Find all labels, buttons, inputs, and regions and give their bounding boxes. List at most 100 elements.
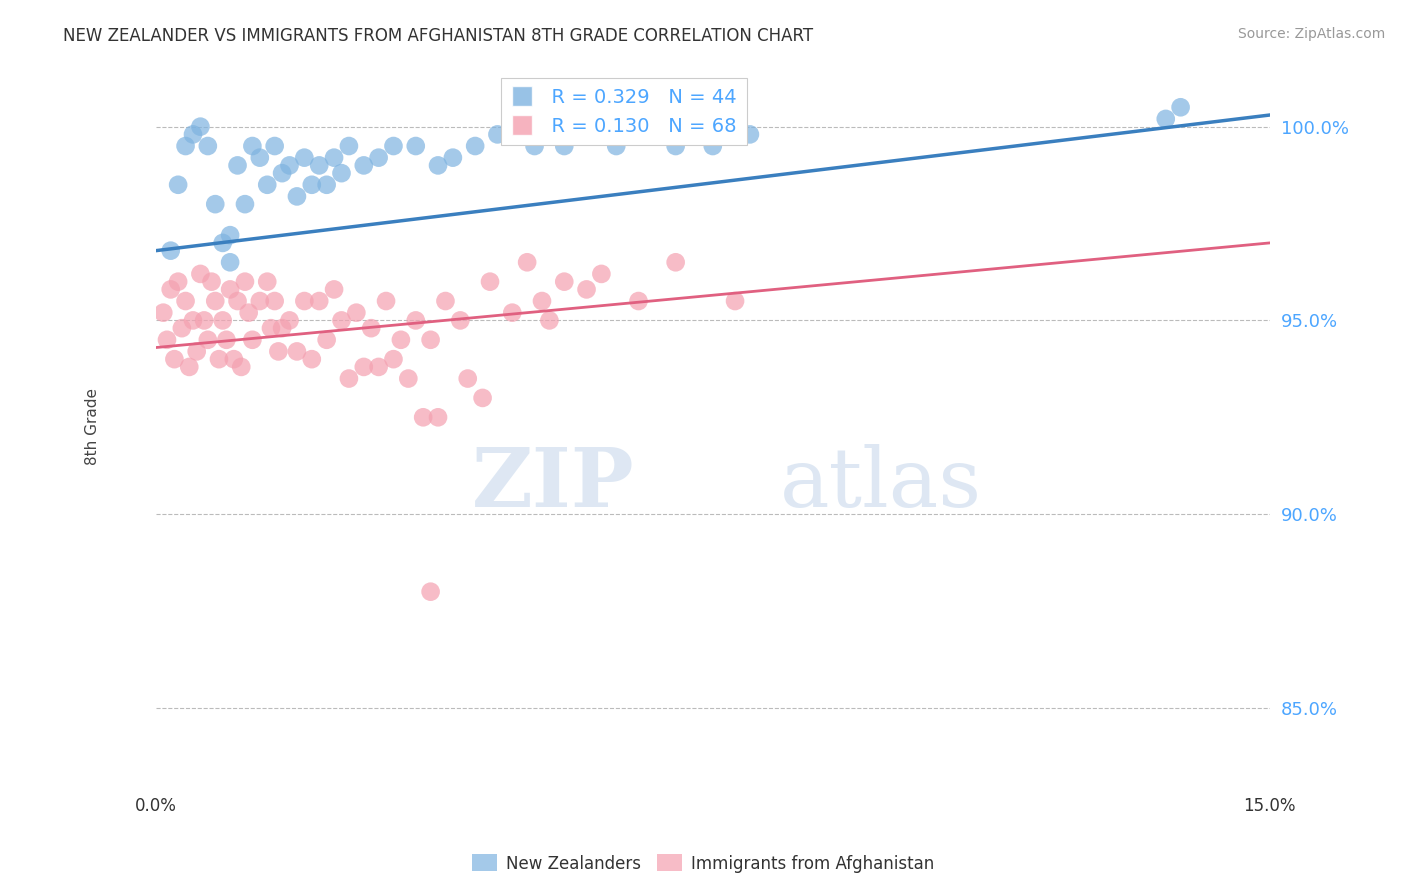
Point xyxy=(530,293,553,308)
Point xyxy=(163,352,186,367)
Point xyxy=(389,333,412,347)
Point xyxy=(226,293,249,308)
Point xyxy=(315,178,337,192)
Point xyxy=(249,293,271,308)
Point xyxy=(553,275,575,289)
Point xyxy=(353,158,375,172)
Point xyxy=(285,189,308,203)
Point xyxy=(167,178,190,192)
Point xyxy=(159,244,181,258)
Point xyxy=(405,139,427,153)
Point xyxy=(344,306,367,320)
Point xyxy=(204,293,226,308)
Point xyxy=(538,313,561,327)
Point xyxy=(190,120,212,134)
Point xyxy=(427,410,450,425)
Point xyxy=(323,282,346,296)
Point xyxy=(353,359,375,374)
Point xyxy=(292,293,315,308)
Point xyxy=(278,313,301,327)
Point xyxy=(323,151,346,165)
Point xyxy=(301,352,323,367)
Point xyxy=(427,158,450,172)
Point xyxy=(292,151,315,165)
Text: ZIP: ZIP xyxy=(472,444,636,524)
Point xyxy=(330,313,353,327)
Text: Source: ZipAtlas.com: Source: ZipAtlas.com xyxy=(1237,27,1385,41)
Point xyxy=(219,282,242,296)
Point xyxy=(267,344,290,359)
Point xyxy=(233,197,256,211)
Point xyxy=(360,321,382,335)
Point xyxy=(553,139,575,153)
Point xyxy=(405,313,427,327)
Point xyxy=(231,359,253,374)
Point xyxy=(419,584,441,599)
Point xyxy=(605,139,627,153)
Point xyxy=(197,333,219,347)
Point xyxy=(441,151,464,165)
Point xyxy=(627,293,650,308)
Point xyxy=(193,313,215,327)
Point xyxy=(382,352,405,367)
Point xyxy=(211,235,233,250)
Point xyxy=(375,293,398,308)
Text: NEW ZEALANDER VS IMMIGRANTS FROM AFGHANISTAN 8TH GRADE CORRELATION CHART: NEW ZEALANDER VS IMMIGRANTS FROM AFGHANI… xyxy=(63,27,814,45)
Point xyxy=(197,139,219,153)
Point xyxy=(222,352,245,367)
Y-axis label: 8th Grade: 8th Grade xyxy=(86,389,100,466)
Point xyxy=(486,128,509,142)
Point xyxy=(382,139,405,153)
Point xyxy=(396,371,419,385)
Point xyxy=(575,282,598,296)
Point xyxy=(271,166,294,180)
Point xyxy=(523,139,546,153)
Point xyxy=(263,139,285,153)
Point xyxy=(367,151,389,165)
Point xyxy=(449,313,471,327)
Text: atlas: atlas xyxy=(779,444,981,524)
Point xyxy=(170,321,193,335)
Point xyxy=(208,352,231,367)
Legend:   R = 0.329   N = 44,   R = 0.130   N = 68: R = 0.329 N = 44, R = 0.130 N = 68 xyxy=(501,78,747,145)
Point xyxy=(159,282,181,296)
Point xyxy=(419,333,441,347)
Point xyxy=(190,267,212,281)
Point xyxy=(186,344,208,359)
Point xyxy=(1170,100,1192,114)
Point xyxy=(242,333,264,347)
Point xyxy=(330,166,353,180)
Point xyxy=(457,371,479,385)
Point xyxy=(308,293,330,308)
Point xyxy=(263,293,285,308)
Point xyxy=(200,275,222,289)
Point xyxy=(665,255,688,269)
Point xyxy=(226,158,249,172)
Point xyxy=(204,197,226,211)
Point xyxy=(256,275,278,289)
Point xyxy=(174,139,197,153)
Legend: New Zealanders, Immigrants from Afghanistan: New Zealanders, Immigrants from Afghanis… xyxy=(465,847,941,880)
Point xyxy=(219,255,242,269)
Point xyxy=(179,359,201,374)
Point xyxy=(238,306,260,320)
Point xyxy=(665,139,688,153)
Point xyxy=(516,255,538,269)
Point xyxy=(501,306,523,320)
Point xyxy=(167,275,190,289)
Point xyxy=(464,139,486,153)
Point xyxy=(337,371,360,385)
Point xyxy=(156,333,179,347)
Point xyxy=(242,139,264,153)
Point xyxy=(582,128,605,142)
Point xyxy=(301,178,323,192)
Point xyxy=(260,321,283,335)
Point xyxy=(219,228,242,243)
Point xyxy=(211,313,233,327)
Point xyxy=(434,293,457,308)
Point xyxy=(337,139,360,153)
Point xyxy=(181,128,204,142)
Point xyxy=(702,139,724,153)
Point xyxy=(471,391,494,405)
Point xyxy=(249,151,271,165)
